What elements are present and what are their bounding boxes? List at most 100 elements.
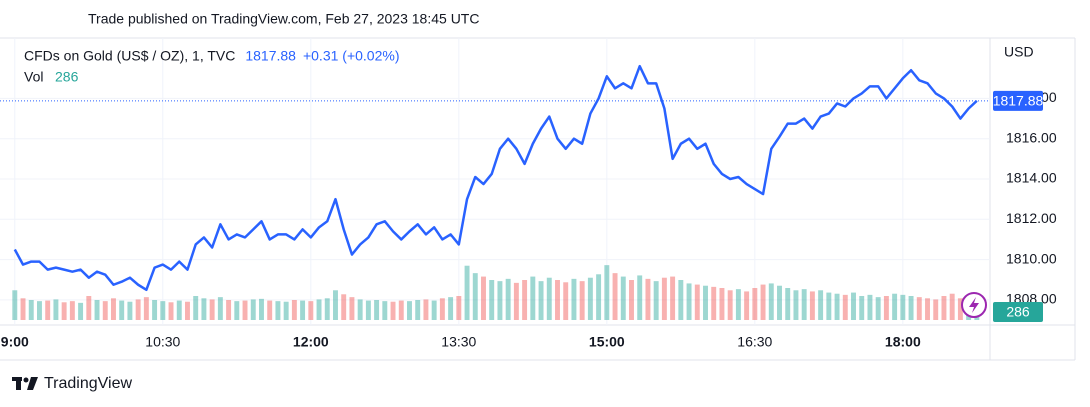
volume-bar bbox=[382, 301, 388, 320]
volume-bar bbox=[859, 296, 865, 320]
volume-bar bbox=[916, 297, 922, 320]
footer: TradingView bbox=[44, 375, 132, 392]
volume-bar bbox=[464, 265, 470, 320]
volume-bar bbox=[349, 297, 355, 320]
volume-bar bbox=[61, 302, 67, 320]
volume-bar bbox=[604, 265, 610, 320]
legend-volume-name: Vol bbox=[24, 69, 43, 85]
volume-bar bbox=[489, 280, 495, 320]
volume-bar bbox=[259, 298, 264, 320]
volume-bar bbox=[834, 293, 840, 320]
volume-bar bbox=[242, 300, 248, 320]
y-tick-label: 1810.00 bbox=[1006, 250, 1057, 266]
volume-bar bbox=[456, 296, 462, 320]
volume-bar bbox=[587, 277, 593, 320]
volume-bar bbox=[620, 276, 626, 320]
x-tick-label: 16:30 bbox=[737, 334, 772, 350]
price-line bbox=[13, 64, 978, 292]
volume-bar bbox=[900, 294, 906, 320]
volume-bar bbox=[415, 300, 421, 320]
volume-bar bbox=[686, 283, 692, 320]
x-tick-label: 12:00 bbox=[293, 334, 329, 350]
volume-bar bbox=[69, 301, 75, 320]
volume-bar bbox=[571, 278, 577, 320]
y-axis-label: USD bbox=[1004, 44, 1034, 60]
volume-bar bbox=[670, 276, 676, 320]
volume-bar bbox=[661, 277, 667, 320]
volume-bar bbox=[374, 300, 380, 320]
volume-bar bbox=[793, 290, 799, 320]
volume-bar bbox=[308, 301, 314, 320]
volume-bar bbox=[867, 294, 873, 320]
alert-icon[interactable] bbox=[961, 292, 987, 318]
volume-bar bbox=[398, 300, 404, 320]
volume-bar bbox=[324, 298, 330, 320]
last-price-badge bbox=[993, 90, 1043, 111]
volume-bar bbox=[431, 300, 437, 320]
volume-bar bbox=[842, 294, 848, 320]
volume-bar bbox=[111, 298, 116, 320]
volume-bar bbox=[143, 297, 149, 320]
volume-bar bbox=[760, 284, 766, 320]
volume-bar bbox=[711, 286, 717, 320]
volume-bar bbox=[546, 277, 552, 320]
y-tick-label: 1814.00 bbox=[1006, 170, 1057, 186]
volume-bar bbox=[892, 293, 898, 320]
volume-bar bbox=[883, 296, 889, 320]
volume-bar bbox=[957, 298, 963, 320]
alert-bolt[interactable] bbox=[969, 297, 979, 313]
volume-bar bbox=[226, 300, 232, 320]
volume-bar bbox=[826, 292, 832, 320]
last-volume-label: 286 bbox=[1006, 304, 1030, 320]
x-tick-label: 15:00 bbox=[589, 334, 625, 350]
volume-bar bbox=[719, 288, 725, 320]
volume-bar bbox=[497, 281, 503, 320]
volume-bar bbox=[933, 299, 939, 320]
volume-bar bbox=[579, 281, 585, 320]
volume-bar bbox=[653, 281, 659, 320]
volume-bar bbox=[341, 294, 347, 320]
volume-bar bbox=[448, 297, 454, 320]
volume-bar bbox=[86, 296, 92, 320]
volume-bar bbox=[941, 296, 947, 320]
volume-bar bbox=[94, 300, 100, 320]
x-tick-label: 10:30 bbox=[145, 334, 180, 350]
logo bbox=[12, 377, 38, 390]
volume-bars bbox=[12, 265, 980, 320]
volume-bar bbox=[357, 299, 363, 320]
volume-bar bbox=[596, 274, 602, 320]
volume-bar bbox=[637, 275, 643, 320]
volume-bar bbox=[481, 276, 486, 320]
volume-bar bbox=[530, 276, 536, 320]
volume-bar bbox=[193, 296, 199, 320]
volume-bar bbox=[851, 292, 856, 320]
volume-bar bbox=[505, 278, 511, 320]
x-tick-label: 9:00 bbox=[1, 334, 29, 350]
logo-stem bbox=[16, 377, 21, 390]
volume-bar bbox=[563, 282, 569, 320]
volume-bar bbox=[365, 300, 371, 320]
volume-bar bbox=[612, 273, 618, 320]
volume-bar bbox=[119, 300, 125, 320]
logo-slash bbox=[27, 377, 38, 390]
volume-bar bbox=[316, 299, 322, 320]
volume-bar bbox=[908, 296, 914, 320]
volume-bar bbox=[234, 301, 240, 320]
volume-bar bbox=[809, 291, 815, 320]
volume-bar bbox=[333, 290, 338, 320]
volume-bar bbox=[439, 298, 445, 320]
volume-bar bbox=[37, 301, 42, 320]
volume-bar bbox=[513, 282, 519, 320]
volume-bar bbox=[168, 302, 174, 320]
header: Trade published on TradingView.com, Feb … bbox=[88, 11, 479, 27]
volume-bar bbox=[423, 299, 429, 320]
plot bbox=[0, 64, 990, 292]
legend-last-value: 1817.88 bbox=[245, 48, 296, 64]
volume-bar bbox=[12, 290, 18, 320]
volume-bar bbox=[152, 300, 158, 320]
volume-bar bbox=[291, 300, 297, 320]
volume-bar bbox=[78, 302, 84, 320]
volume-bar bbox=[275, 301, 281, 320]
volume-bar bbox=[28, 300, 34, 320]
